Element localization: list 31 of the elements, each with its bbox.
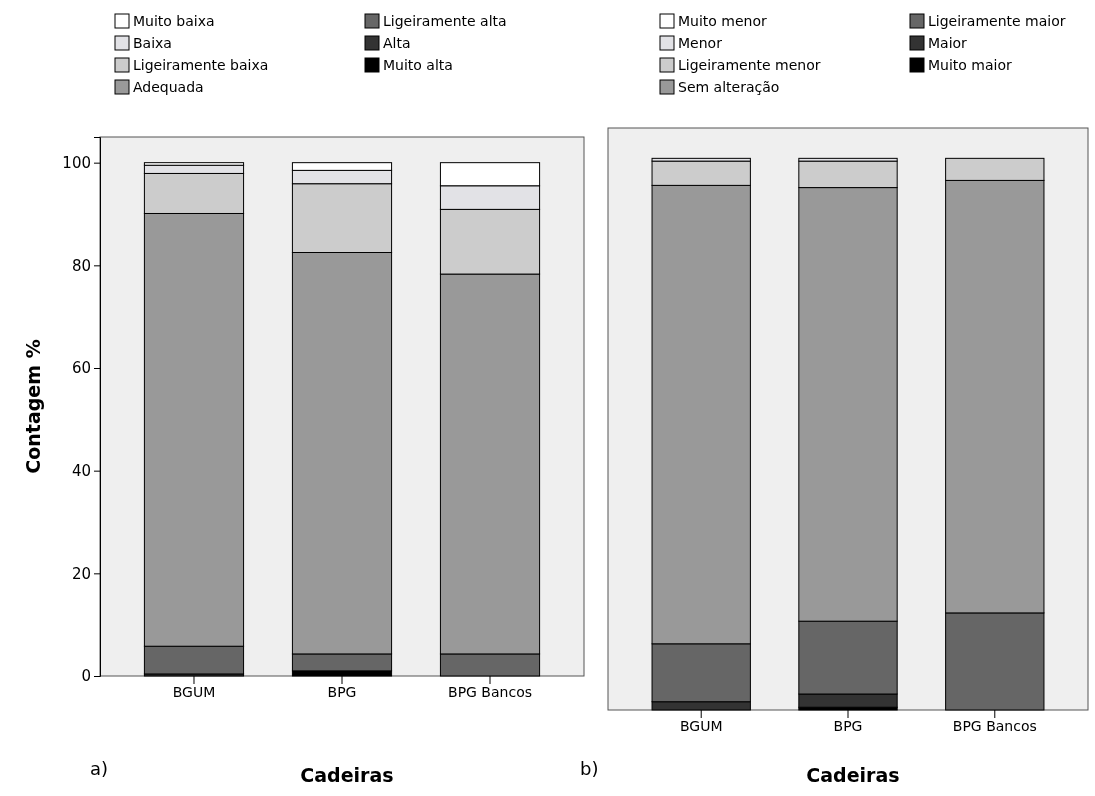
legend-label: Maior bbox=[928, 35, 968, 51]
legend-label: Muito baixa bbox=[133, 13, 215, 29]
y-tick-label: 20 bbox=[71, 564, 91, 583]
x-axis-title: Cadeiras bbox=[300, 764, 394, 786]
legend-label: Alta bbox=[383, 35, 411, 51]
legend-label: Adequada bbox=[133, 79, 204, 95]
text: a) bbox=[90, 758, 109, 779]
legend-label: Baixa bbox=[133, 35, 172, 51]
x-tick-label: BGUM bbox=[679, 717, 723, 734]
y-tick-label: 60 bbox=[71, 359, 91, 378]
legend-label: Ligeiramente menor bbox=[678, 57, 821, 73]
y-tick-label: 100 bbox=[62, 153, 91, 172]
legend-label: Menor bbox=[678, 35, 723, 51]
y-tick-label: 0 bbox=[81, 667, 91, 686]
text: b) bbox=[580, 758, 599, 779]
legend-label: Ligeiramente maior bbox=[928, 13, 1066, 29]
y-tick-label: 40 bbox=[71, 461, 91, 480]
legend-label: Sem alteração bbox=[678, 79, 780, 95]
x-tick-label: BGUM bbox=[172, 683, 216, 700]
y-axis-title: Contagem % bbox=[22, 339, 44, 474]
legend-label: Muito maior bbox=[928, 57, 1013, 73]
legend-label: Muito menor bbox=[678, 13, 768, 29]
y-tick-label: 80 bbox=[71, 256, 91, 275]
x-tick-label: BPG bbox=[833, 717, 863, 734]
legend-label: Muito alta bbox=[383, 57, 453, 73]
x-axis-title: Cadeiras bbox=[806, 764, 900, 786]
x-tick-label: BPG Bancos bbox=[952, 717, 1037, 734]
legend-label: Ligeiramente baixa bbox=[133, 57, 269, 73]
x-tick-label: BPG bbox=[327, 683, 357, 700]
legend-label: Ligeiramente alta bbox=[383, 13, 507, 29]
x-tick-label: BPG Bancos bbox=[448, 683, 532, 700]
